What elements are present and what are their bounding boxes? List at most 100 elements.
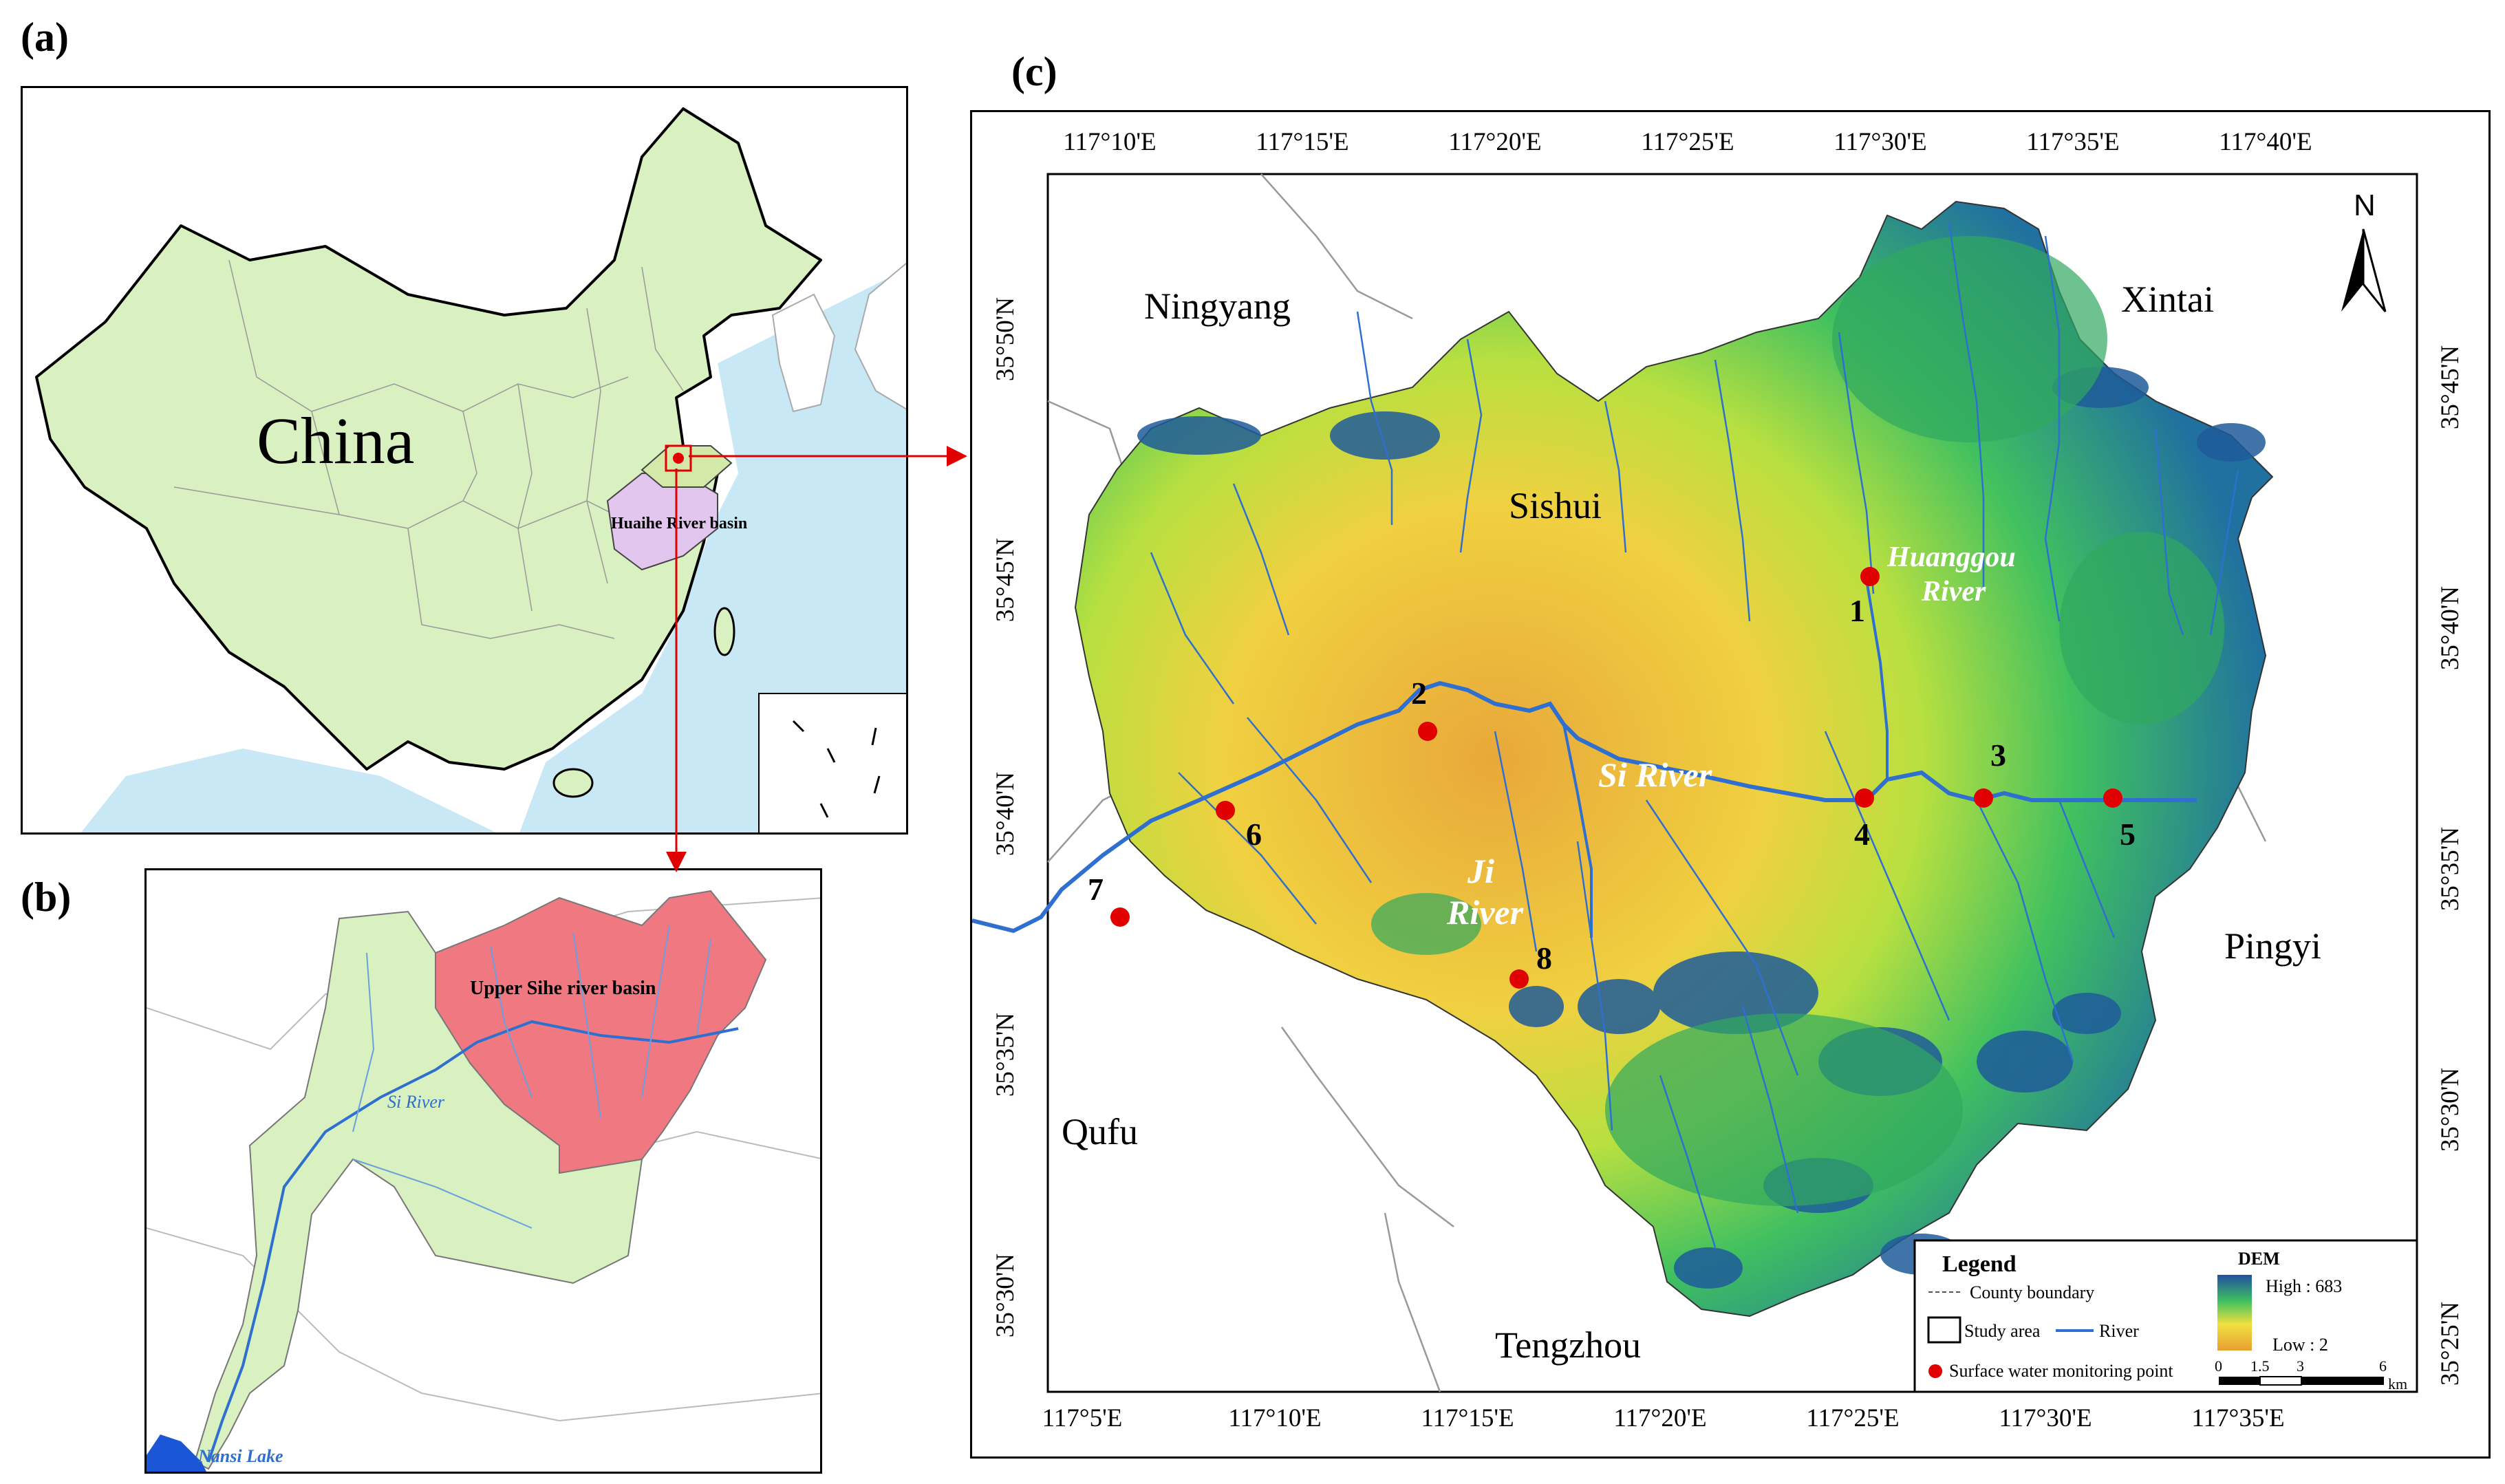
monitoring-point-label-8: 8	[1536, 940, 1552, 976]
upper-sihe-label: Upper Sihe river basin	[470, 978, 656, 999]
lat-ticks-right: 35°45'N 35°40'N 35°35'N 35°30'N 35°25'N	[2436, 345, 2464, 1386]
china-label: China	[257, 404, 414, 477]
monitoring-point-8	[1509, 969, 1529, 989]
huanggou-river-label-1: Huanggou	[1886, 541, 2016, 573]
scale-unit: km	[2388, 1375, 2407, 1392]
nine-dash-line	[792, 720, 881, 818]
si-river-b	[207, 1020, 739, 1463]
hainan	[552, 768, 594, 798]
panel-a-map: China Huaihe River basin	[21, 86, 908, 835]
monitoring-points: 1 2 3 4 5 6 7 8	[1088, 567, 2136, 989]
monitoring-point-label-2: 2	[1411, 676, 1427, 711]
south-china-sea-inset	[758, 693, 906, 832]
place-ningyang: Ningyang	[1144, 286, 1291, 327]
japan	[854, 262, 906, 410]
place-sishui: Sishui	[1509, 485, 1602, 526]
lon-tick-top-4: 117°30'E	[1834, 128, 1926, 156]
lat-tick-right-3: 35°30'N	[2436, 1068, 2464, 1152]
legend-dem-high: High : 683	[2266, 1276, 2342, 1296]
monitoring-point-label-4: 4	[1854, 817, 1870, 852]
sihe-basin-svg: Upper Sihe river basin Si River Nansi La…	[147, 890, 820, 1472]
dem-map-svg: 117°10'E 117°15'E 117°20'E 117°25'E 117°30'E…	[972, 128, 2464, 1432]
huanggou-river-label-2: River	[1921, 576, 1986, 607]
monitoring-point-label-1: 1	[1849, 593, 1865, 628]
panel-c-label: (c)	[1011, 49, 1057, 94]
legend-dem-title: DEM	[2238, 1249, 2280, 1269]
monitoring-point-2	[1418, 722, 1437, 741]
lon-ticks-top: 117°10'E 117°15'E 117°20'E 117°25'E 117°30'E…	[1063, 128, 2312, 156]
lat-tick-right-0: 35°45'N	[2436, 345, 2464, 429]
lat-tick-left-1: 35°45'N	[991, 538, 1020, 622]
legend-title: Legend	[1942, 1251, 2017, 1277]
monitoring-point-label-6: 6	[1246, 817, 1262, 852]
lon-tick-bottom-1: 117°10'E	[1228, 1404, 1321, 1432]
panel-b-label: (b)	[21, 874, 72, 920]
lat-tick-right-4: 35°25'N	[2436, 1302, 2464, 1386]
place-tengzhou: Tengzhou	[1495, 1324, 1641, 1366]
legend-study-area: Study area	[1964, 1321, 2041, 1341]
monitoring-point-4	[1855, 788, 1874, 808]
dem-color-ramp	[2217, 1275, 2252, 1351]
nansi-lake	[147, 1434, 206, 1472]
korea	[771, 293, 836, 413]
study-area-dem	[1074, 200, 2274, 1318]
si-river-label: Si River	[1598, 755, 1712, 794]
south-sea	[80, 749, 496, 832]
scale-bar: 0 1.5 3 6 km	[2215, 1357, 2407, 1392]
legend-monitoring-point: Surface water monitoring point	[1949, 1361, 2173, 1381]
lat-tick-left-4: 35°30'N	[991, 1254, 1020, 1337]
monitoring-point-3	[1974, 788, 1993, 808]
tributaries	[1150, 222, 2239, 1248]
monitoring-point-1	[1860, 567, 1880, 586]
legend-county-boundary: County boundary	[1970, 1282, 2094, 1302]
lon-tick-top-2: 117°20'E	[1448, 128, 1541, 156]
north-arrow: N	[2341, 189, 2387, 312]
ji-river	[1562, 724, 1593, 938]
monitoring-point-5	[2103, 788, 2122, 808]
ji-river-label-2: River	[1446, 893, 1524, 932]
lat-tick-left-3: 35°35'N	[991, 1013, 1020, 1097]
sea-area	[519, 269, 906, 832]
lon-tick-top-3: 117°25'E	[1641, 128, 1734, 156]
lon-tick-bottom-2: 117°15'E	[1421, 1404, 1514, 1432]
upper-sihe-basin	[435, 890, 767, 1174]
place-pingyi: Pingyi	[2224, 925, 2321, 967]
china-map-svg: China Huaihe River basin	[35, 107, 906, 832]
scale-tick-3: 6	[2379, 1357, 2387, 1375]
monitoring-point-7	[1110, 907, 1130, 927]
monitoring-point-label-5: 5	[2120, 817, 2136, 852]
province-lines	[173, 259, 684, 639]
north-arrow-label: N	[2354, 189, 2376, 222]
huaihe-label: Huaihe River basin	[611, 515, 747, 533]
panel-a-label: (a)	[21, 14, 69, 60]
lon-tick-top-5: 117°35'E	[2026, 128, 2119, 156]
lon-tick-bottom-5: 117°30'E	[1999, 1404, 2092, 1432]
legend: Legend County boundary Study area River …	[1913, 1239, 2418, 1393]
place-xintai: Xintai	[2121, 279, 2214, 320]
legend-river: River	[2099, 1321, 2139, 1341]
lat-tick-left-0: 35°50'N	[991, 297, 1020, 381]
scale-tick-2: 3	[2297, 1357, 2304, 1375]
legend-dem-low: Low : 2	[2272, 1335, 2328, 1355]
lon-ticks-bottom: 117°5'E 117°10'E 117°15'E 117°20'E 117°25'E 1…	[1042, 1404, 2285, 1432]
monitoring-point-label-3: 3	[1990, 738, 2006, 773]
lon-tick-bottom-3: 117°20'E	[1613, 1404, 1706, 1432]
lat-tick-right-1: 35°40'N	[2436, 586, 2464, 670]
scale-tick-1: 1.5	[2250, 1357, 2270, 1375]
lon-tick-top-6: 117°40'E	[2219, 128, 2312, 156]
nansi-lake-label: Nansi Lake	[197, 1446, 283, 1466]
lon-tick-bottom-6: 117°35'E	[2191, 1404, 2284, 1432]
study-area-box	[665, 444, 692, 472]
lat-tick-right-2: 35°35'N	[2436, 827, 2464, 911]
panel-c-map: 117°10'E 117°15'E 117°20'E 117°25'E 117°30'E…	[970, 110, 2491, 1459]
ji-river-label-1: Ji	[1467, 852, 1494, 890]
scale-tick-0: 0	[2215, 1357, 2222, 1375]
lon-tick-top-1: 117°15'E	[1256, 128, 1348, 156]
si-river-label-b: Si River	[387, 1092, 445, 1112]
lon-tick-bottom-4: 117°25'E	[1806, 1404, 1899, 1432]
place-qufu: Qufu	[1062, 1111, 1138, 1152]
monitoring-point-label-7: 7	[1088, 872, 1104, 907]
lat-ticks-left: 35°50'N 35°45'N 35°40'N 35°35'N 35°30'N	[991, 297, 1020, 1337]
lat-tick-left-2: 35°40'N	[991, 772, 1020, 856]
taiwan	[713, 607, 735, 656]
